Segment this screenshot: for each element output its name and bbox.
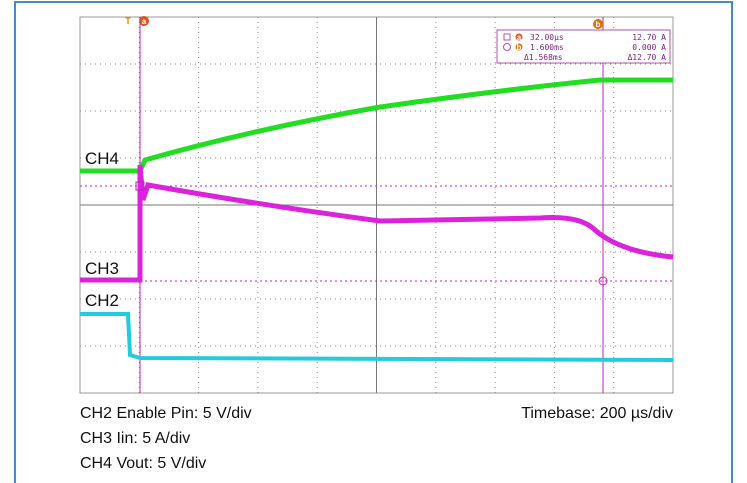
caption-line: Timebase: 200 µs/div (521, 405, 673, 422)
readout-dot-b (515, 43, 523, 51)
readout-icon-a (503, 33, 511, 41)
readout-value: 0.000 A (632, 43, 666, 52)
readout-time: Δ1.568ms (524, 53, 563, 62)
marker-a: a (142, 17, 147, 26)
channel-label: CH3 (85, 259, 119, 278)
caption-line: CH3 Iin: 5 A/div (80, 430, 190, 447)
channel-label: CH4 (85, 149, 119, 168)
readout-value: 12.70 A (632, 33, 666, 42)
trace-ch2 (80, 312, 674, 362)
readout-time: 32.00µs (530, 33, 564, 42)
cursor-a-handle (135, 181, 145, 191)
readout-box (496, 29, 671, 64)
caption-line: CH2 Enable Pin: 5 V/div (80, 405, 252, 422)
trace-ch3 (80, 164, 674, 283)
channel-label: CH2 (85, 291, 119, 310)
readout-dot-a (515, 33, 523, 41)
marker-b-dot (593, 19, 603, 29)
readout-marker-a: a (517, 33, 522, 42)
marker-b: b (596, 20, 601, 29)
trace-ch4 (80, 77, 673, 174)
trigger-marker: T (125, 16, 131, 26)
caption-line: CH4 Vout: 5 V/div (80, 455, 206, 472)
readout-value: Δ12.70 A (627, 53, 666, 62)
readout-icon-b (503, 43, 511, 51)
readout-marker-b: b (517, 43, 522, 52)
marker-a-dot (139, 16, 149, 26)
readout-time: 1.600ms (530, 43, 564, 52)
cursor-b-handle (598, 276, 608, 286)
frame (14, 1, 733, 483)
